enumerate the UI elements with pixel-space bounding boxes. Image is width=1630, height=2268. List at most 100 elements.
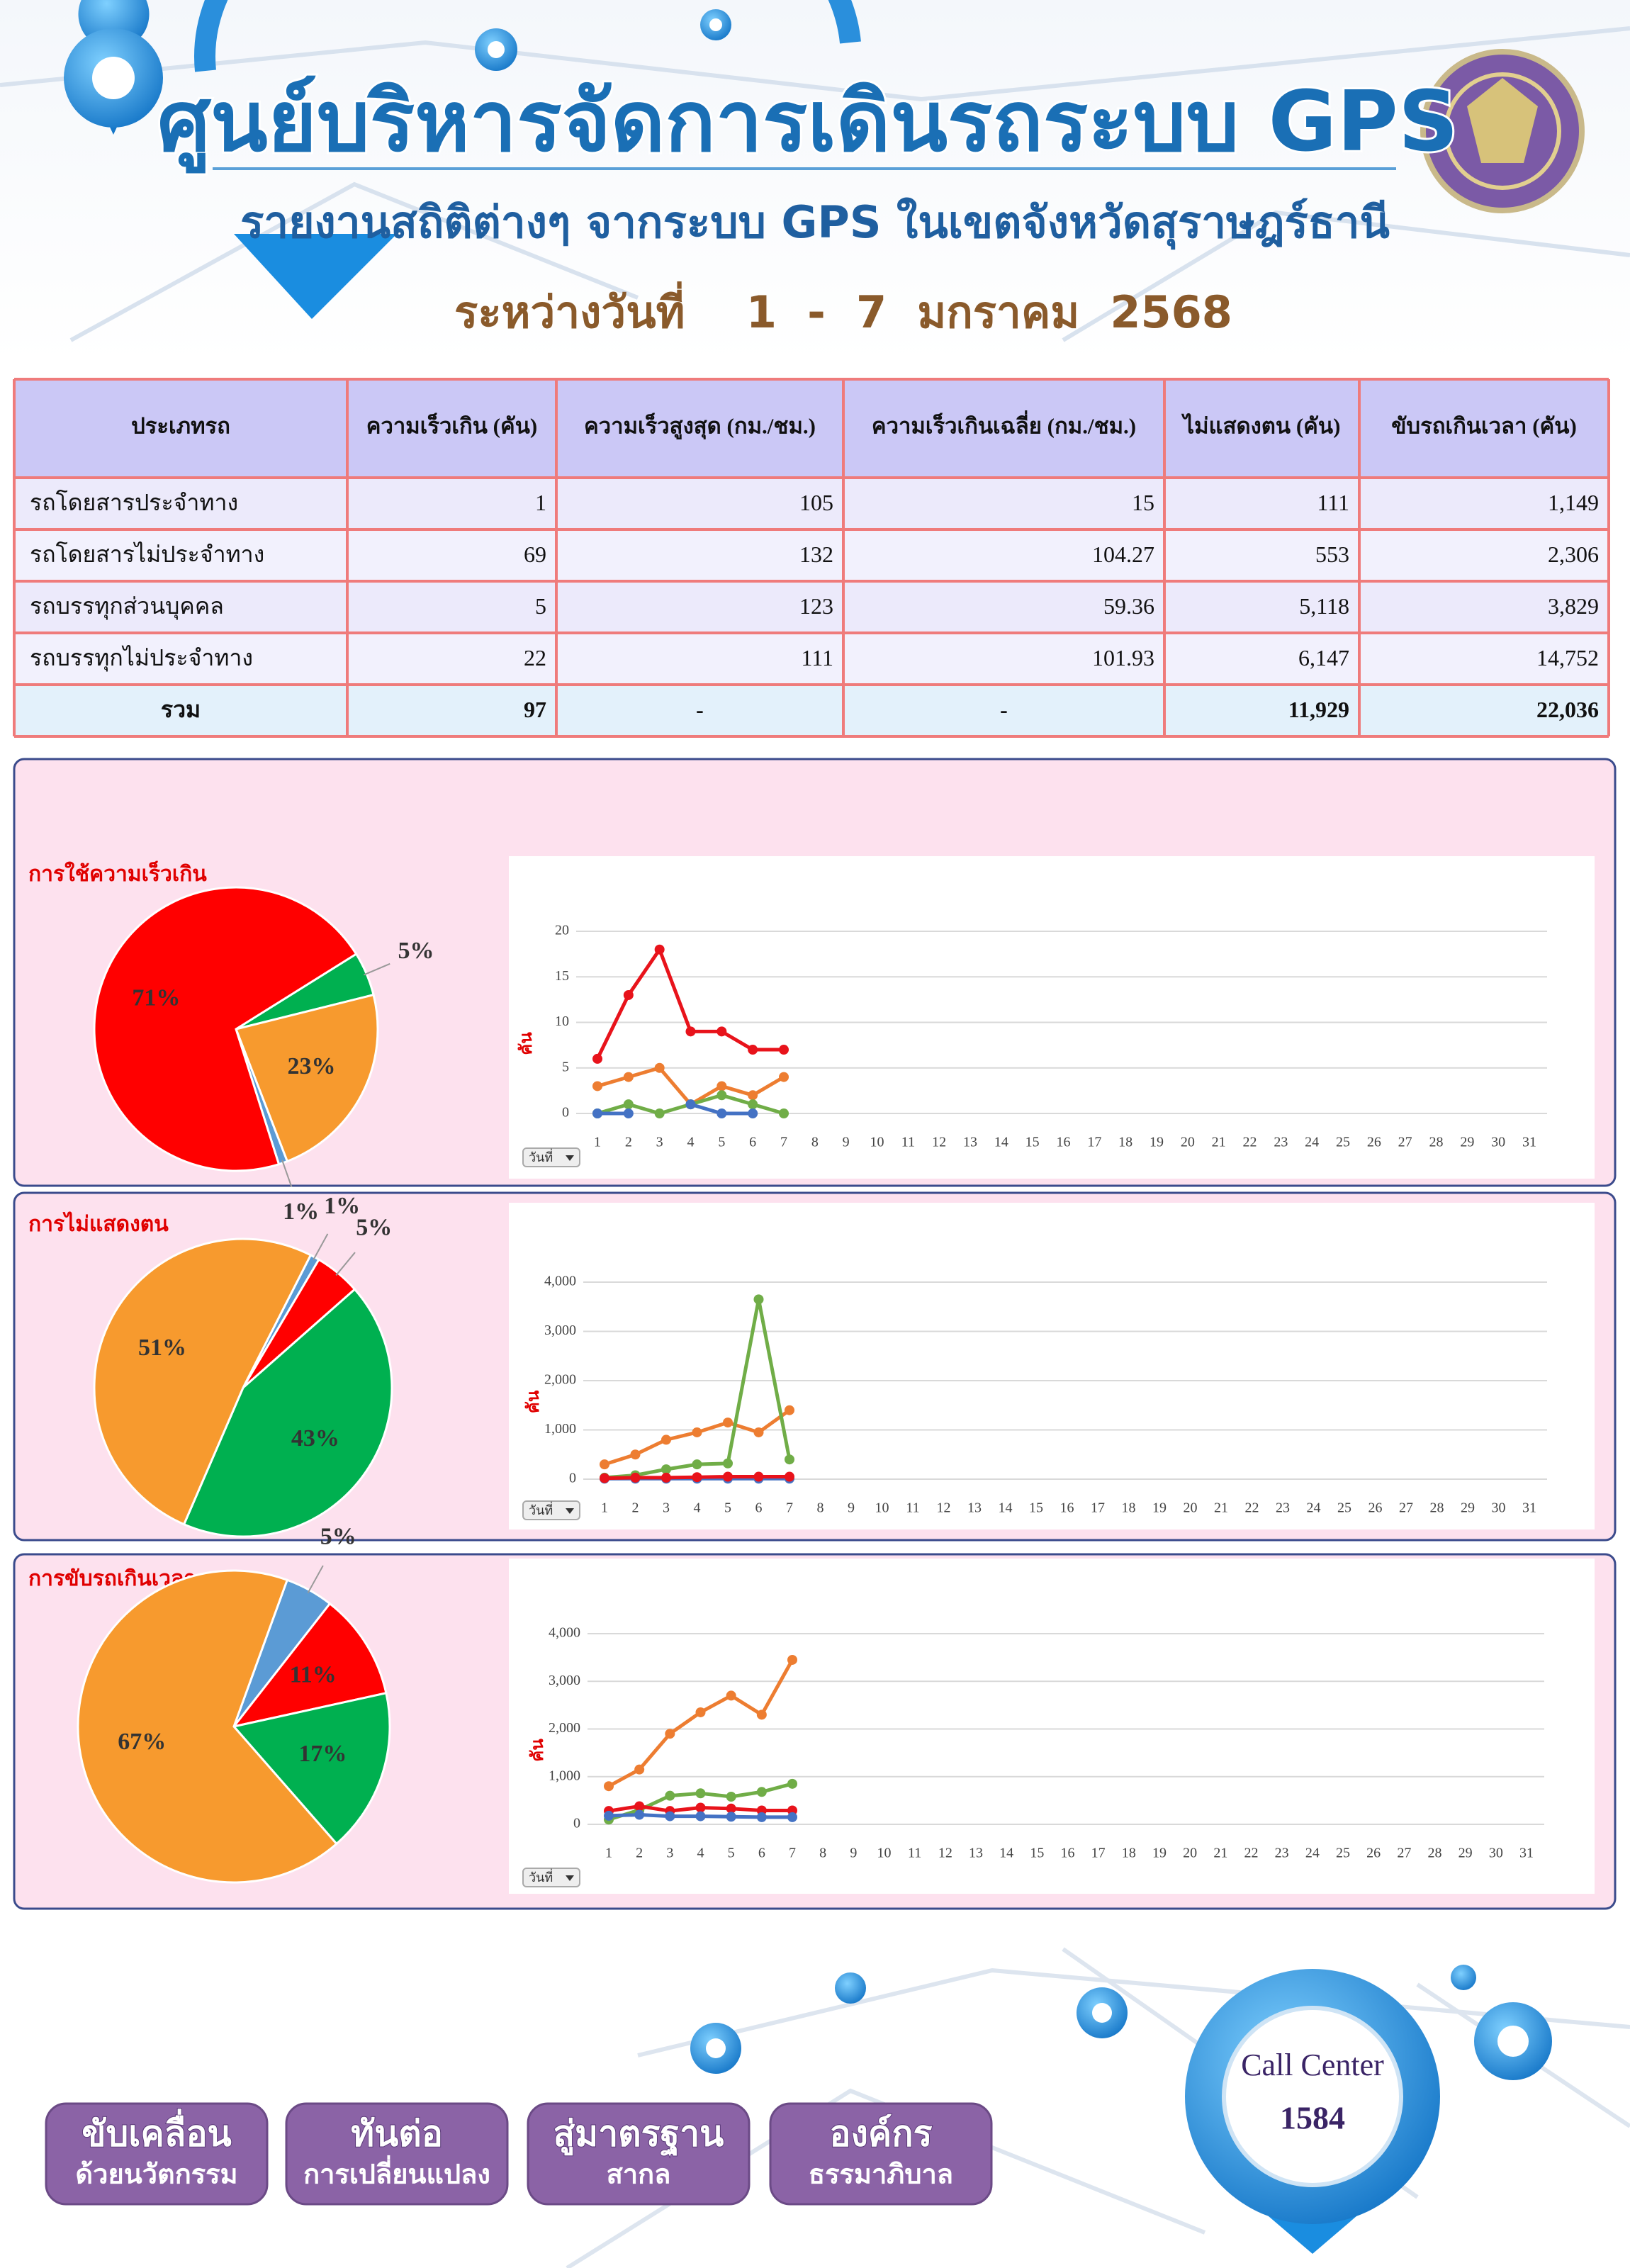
nav-button-line: ทันต่อ: [351, 2113, 443, 2155]
line-point: [661, 1464, 671, 1475]
x-axis-label: วันที่: [529, 1148, 553, 1165]
line-point: [695, 1788, 706, 1799]
x-tick-label: 28: [1428, 1846, 1442, 1861]
x-tick-label: 20: [1184, 1500, 1198, 1516]
y-tick-label: 2,000: [544, 1372, 576, 1388]
y-axis-label: คัน: [516, 1032, 536, 1055]
line-point: [665, 1790, 675, 1801]
x-tick-label: 31: [1522, 1500, 1536, 1516]
y-tick-label: 10: [555, 1014, 569, 1029]
line-point: [726, 1791, 736, 1802]
x-axis-filter-button[interactable]: [522, 1868, 580, 1887]
x-tick-label: 29: [1458, 1846, 1473, 1861]
x-tick-label: 6: [749, 1135, 756, 1150]
line-point: [753, 1294, 764, 1305]
nav-button-line: ธรรมาภิบาล: [809, 2159, 953, 2190]
line-point: [661, 1435, 671, 1445]
line-point: [787, 1654, 797, 1665]
line-point: [748, 1099, 758, 1110]
line-point: [630, 1449, 641, 1460]
x-tick-label: 19: [1152, 1846, 1167, 1861]
nav-button[interactable]: [769, 2102, 993, 2206]
pie-title: การใช้ความเร็วเกิน: [28, 860, 207, 886]
line-point: [692, 1459, 702, 1470]
line-point: [756, 1787, 767, 1797]
dropdown-arrow: [566, 1155, 574, 1161]
x-tick-label: 16: [1061, 1846, 1075, 1861]
line-point: [692, 1472, 702, 1483]
footer-pins: [690, 1965, 1552, 2254]
x-tick-label: 29: [1460, 1135, 1474, 1150]
x-tick-label: 11: [901, 1135, 915, 1150]
x-tick-label: 9: [843, 1135, 850, 1150]
table-cell: 11,929: [1288, 697, 1349, 722]
x-tick-label: 10: [875, 1500, 889, 1516]
x-tick-label: 28: [1430, 1500, 1444, 1516]
x-tick-label: 12: [932, 1135, 946, 1150]
nav-button-line: องค์กร: [829, 2113, 932, 2155]
x-tick-label: 14: [999, 1500, 1013, 1516]
y-tick-label: 5: [562, 1059, 569, 1074]
x-tick-label: 4: [694, 1500, 701, 1516]
x-tick-label: 5: [724, 1500, 731, 1516]
x-tick-label: 10: [877, 1846, 892, 1861]
line-point: [592, 1081, 602, 1091]
pie-slice: [93, 886, 358, 1172]
x-axis-label: วันที่: [529, 1501, 553, 1518]
line-point: [787, 1812, 797, 1822]
line-point: [634, 1801, 645, 1812]
x-tick-label: 27: [1397, 1846, 1411, 1861]
x-tick-label: 28: [1429, 1135, 1444, 1150]
x-axis-filter-button[interactable]: [522, 1147, 580, 1167]
line-point: [634, 1809, 645, 1820]
nav-button[interactable]: [45, 2102, 269, 2206]
line-point: [748, 1090, 758, 1101]
nav-button-line: สู่มาตรฐาน: [553, 2113, 724, 2157]
table-cell: 111: [1317, 490, 1349, 515]
line-point: [600, 1459, 609, 1470]
call-center-label: Call Center: [1241, 2048, 1384, 2082]
y-tick-label: 0: [569, 1471, 576, 1486]
line-point: [654, 944, 665, 955]
header-subtitle: รายงานสถิติต่างๆ จากระบบ GPS ในเขตจังหวั…: [240, 196, 1390, 249]
x-tick-label: 12: [937, 1500, 951, 1516]
x-tick-label: 1: [601, 1500, 608, 1516]
x-tick-label: 1: [594, 1135, 601, 1150]
x-tick-label: 24: [1305, 1846, 1320, 1861]
x-tick-label: 19: [1152, 1500, 1167, 1516]
x-tick-label: 22: [1244, 1846, 1259, 1861]
table-row-bg: [14, 581, 1609, 633]
x-tick-label: 18: [1118, 1135, 1132, 1150]
x-axis-filter-button[interactable]: [522, 1500, 580, 1520]
x-tick-label: 20: [1183, 1846, 1197, 1861]
x-tick-label: 3: [663, 1500, 670, 1516]
line-point: [748, 1108, 758, 1118]
x-tick-label: 7: [780, 1135, 787, 1150]
nav-button[interactable]: [527, 2102, 751, 2206]
x-tick-label: 7: [789, 1846, 796, 1861]
x-tick-label: 14: [994, 1135, 1008, 1150]
x-tick-label: 31: [1522, 1135, 1536, 1150]
table-cell: 2,306: [1548, 541, 1599, 567]
line-point: [623, 1072, 634, 1082]
x-tick-label: 24: [1307, 1500, 1321, 1516]
line-point: [634, 1764, 645, 1775]
x-tick-label: 4: [687, 1135, 695, 1150]
line-point: [726, 1812, 736, 1822]
x-tick-label: 17: [1091, 1500, 1105, 1516]
x-tick-label: 6: [755, 1500, 763, 1516]
line-point: [695, 1802, 706, 1813]
line-point: [753, 1427, 764, 1437]
line-point: [716, 1108, 727, 1118]
x-tick-label: 3: [656, 1135, 663, 1150]
pie-label: 5%: [398, 938, 434, 964]
line-point: [716, 1026, 727, 1037]
table-row-bg: [14, 529, 1609, 581]
line-point: [695, 1811, 706, 1821]
line-point: [623, 1099, 634, 1110]
nav-button[interactable]: [285, 2102, 509, 2206]
table-cell: 59.36: [1103, 593, 1154, 619]
pie-label: 43%: [291, 1425, 339, 1452]
line-point: [695, 1707, 706, 1717]
x-tick-label: 16: [1057, 1135, 1071, 1150]
